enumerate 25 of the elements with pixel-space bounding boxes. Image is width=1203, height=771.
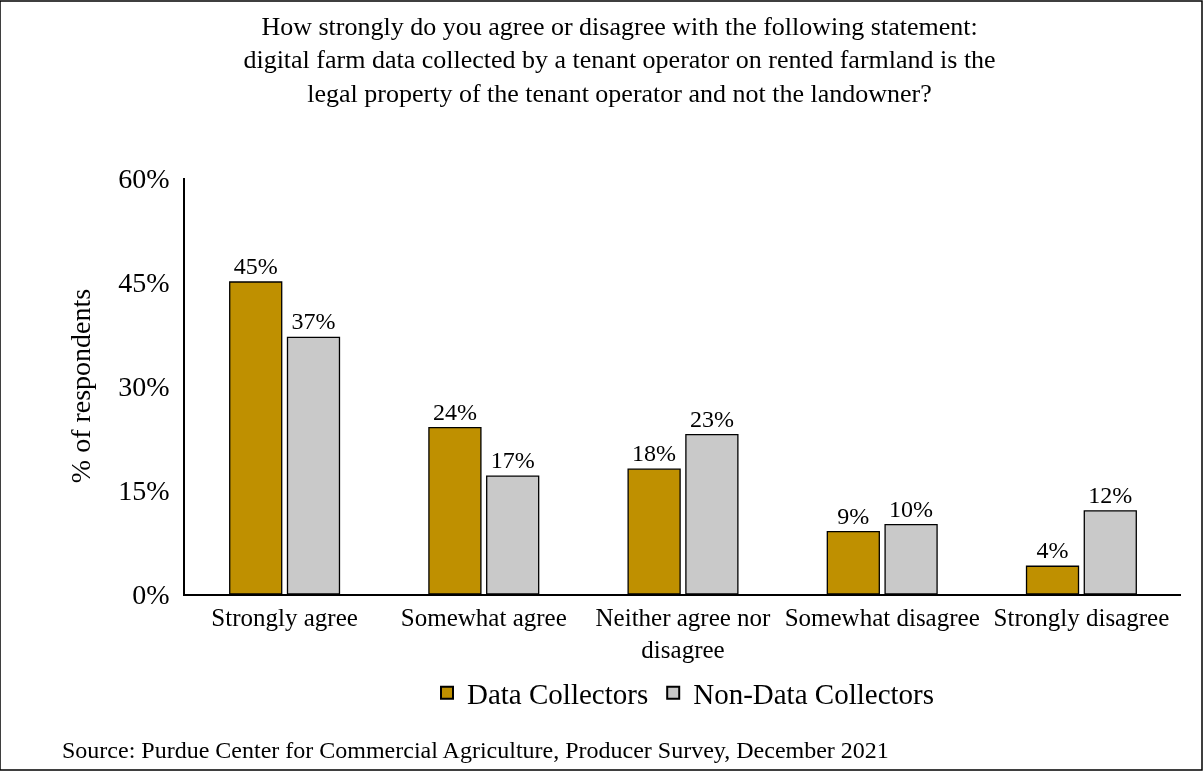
y-tick-label: 30% — [118, 370, 170, 402]
data-label: 37% — [291, 308, 336, 335]
data-label: 24% — [432, 398, 477, 425]
x-tick-label: Strongly agree — [211, 603, 358, 631]
y-tick-label: 45% — [118, 266, 170, 298]
y-axis-title: % of respondents — [64, 288, 96, 484]
x-tick-label: Neither agree nor disagree — [595, 603, 772, 664]
source-note: Source: Purdue Center for Commercial Agriculture, Producer Survey, December 2021 — [62, 737, 889, 763]
data-label: 45% — [233, 253, 278, 279]
y-tick-label: 15% — [118, 474, 170, 506]
data-label: 12% — [1088, 481, 1133, 508]
y-tick-label: 60% — [118, 162, 170, 194]
y-tick-label: 0% — [132, 578, 170, 610]
x-tick-label: Somewhat disagree — [784, 603, 980, 631]
legend-label: Non-Data Collectors — [693, 678, 934, 711]
legend-label: Data Collectors — [467, 678, 649, 711]
data-label: 9% — [837, 502, 870, 529]
chart-title: How strongly do you agree or disagree with the following statement: digital farm data collected by a tenant operator on rented farmland is the legal property of the tenant operator and not the landowner? — [243, 11, 996, 109]
data-label: 23% — [689, 405, 734, 432]
data-label: 4% — [1036, 537, 1069, 564]
data-label: 17% — [490, 447, 535, 474]
x-tick-label: Strongly disagree — [993, 603, 1170, 631]
data-label: 18% — [632, 440, 677, 467]
x-tick-label: Somewhat agree — [400, 603, 567, 631]
data-label: 10% — [889, 495, 934, 522]
